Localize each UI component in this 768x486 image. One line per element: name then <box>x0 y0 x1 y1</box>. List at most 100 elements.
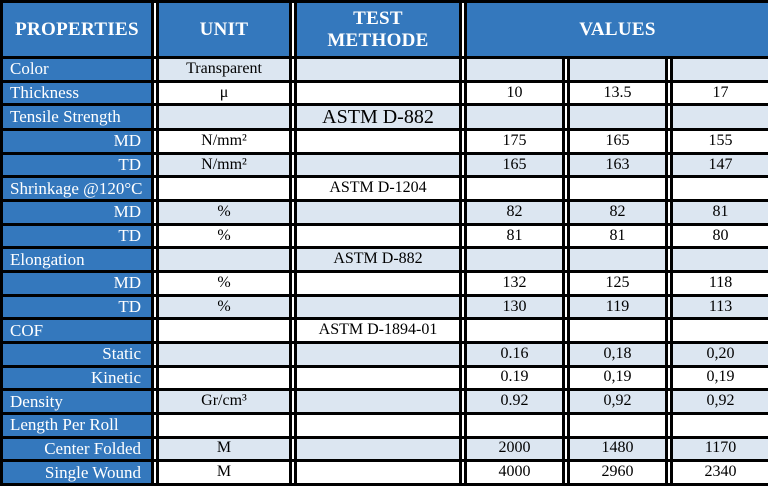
property-cell: MD <box>0 269 154 297</box>
value-cell: 119 <box>567 293 668 321</box>
value-cell: 4000 <box>464 459 565 486</box>
unit-cell: % <box>156 198 292 226</box>
unit-cell <box>156 246 292 273</box>
test-method-cell <box>294 364 462 392</box>
column-gap <box>151 198 159 226</box>
column-gap <box>459 175 467 202</box>
table-row-elongation: Elongation ASTM D-882 <box>0 246 768 273</box>
test-method-cell: ASTM D-882 <box>294 246 462 273</box>
unit-cell: N/mm² <box>156 151 292 179</box>
value-cell: 163 <box>567 151 668 179</box>
column-gap <box>289 411 297 439</box>
column-gap <box>289 128 297 155</box>
unit-cell: Gr/cm³ <box>156 388 292 415</box>
unit-cell <box>156 103 292 131</box>
column-gap <box>562 340 570 368</box>
column-gap <box>665 388 673 415</box>
column-gap <box>665 198 673 226</box>
column-gap <box>289 175 297 202</box>
table-row-shrinkage-td: TD % 81 81 80 <box>0 222 768 250</box>
value-cell: 81 <box>464 222 565 250</box>
column-gap <box>459 103 467 131</box>
value-cell: 81 <box>669 198 768 226</box>
column-gap <box>151 317 159 344</box>
column-gap <box>562 246 570 273</box>
table-row-tensile-md: MD N/mm² 175 165 155 <box>0 128 768 155</box>
property-cell: COF <box>0 317 154 344</box>
column-gap <box>151 175 159 202</box>
column-gap <box>562 198 570 226</box>
test-method-cell <box>294 198 462 226</box>
property-cell: Thickness <box>0 79 154 107</box>
property-cell: TD <box>0 293 154 321</box>
column-gap <box>289 103 297 131</box>
table-row-elongation-md: MD % 132 125 118 <box>0 269 768 297</box>
table-row-tensile-strength: Tensile Strength ASTM D-882 <box>0 103 768 131</box>
value-cell: 2340 <box>669 459 768 486</box>
table-row-center-folded: Center Folded M 2000 1480 1170 <box>0 435 768 463</box>
property-cell: MD <box>0 128 154 155</box>
column-gap <box>665 128 673 155</box>
table-row-cof-kinetic: Kinetic 0.19 0,19 0,19 <box>0 364 768 392</box>
column-gap <box>562 175 570 202</box>
value-cell: 132 <box>464 269 565 297</box>
column-gap <box>665 459 673 486</box>
property-cell: TD <box>0 151 154 179</box>
column-gap <box>151 151 159 179</box>
column-gap <box>665 317 673 344</box>
test-method-cell <box>294 459 462 486</box>
column-gap <box>459 269 467 297</box>
value-cell <box>567 103 668 131</box>
value-cell: 1170 <box>669 435 768 463</box>
column-gap <box>289 222 297 250</box>
column-gap <box>289 459 297 486</box>
unit-cell: % <box>156 222 292 250</box>
table-row-elongation-td: TD % 130 119 113 <box>0 293 768 321</box>
unit-cell <box>156 364 292 392</box>
column-gap <box>562 435 570 463</box>
property-cell: Static <box>0 340 154 368</box>
value-cell: 0.16 <box>464 340 565 368</box>
column-gap <box>151 411 159 439</box>
column-gap <box>459 411 467 439</box>
unit-cell: N/mm² <box>156 128 292 155</box>
value-cell: 155 <box>669 128 768 155</box>
column-gap <box>289 269 297 297</box>
column-gap <box>151 0 159 59</box>
table-row-color: Color Transparent <box>0 56 768 83</box>
value-cell: 125 <box>567 269 668 297</box>
column-gap <box>459 340 467 368</box>
unit-cell: Transparent <box>156 56 292 83</box>
test-method-cell <box>294 340 462 368</box>
property-cell: Density <box>0 388 154 415</box>
column-gap <box>665 293 673 321</box>
value-cell: 0,20 <box>669 340 768 368</box>
value-cell: 0.92 <box>464 388 565 415</box>
column-gap <box>562 128 570 155</box>
column-gap <box>459 246 467 273</box>
column-gap <box>289 388 297 415</box>
column-gap <box>665 222 673 250</box>
table-row-shrinkage-md: MD % 82 82 81 <box>0 198 768 226</box>
column-gap <box>562 103 570 131</box>
value-cell <box>464 317 565 344</box>
column-gap <box>562 269 570 297</box>
test-method-cell <box>294 293 462 321</box>
column-gap <box>459 317 467 344</box>
property-cell: TD <box>0 222 154 250</box>
column-gap <box>289 79 297 107</box>
column-gap <box>289 151 297 179</box>
unit-cell <box>156 317 292 344</box>
column-gap <box>562 79 570 107</box>
table-row-cof: COF ASTM D-1894-01 <box>0 317 768 344</box>
value-cell <box>669 411 768 439</box>
value-cell <box>464 411 565 439</box>
column-gap <box>665 79 673 107</box>
property-cell: MD <box>0 198 154 226</box>
table-row-density: Density Gr/cm³ 0.92 0,92 0,92 <box>0 388 768 415</box>
value-cell: 0,18 <box>567 340 668 368</box>
column-gap <box>151 388 159 415</box>
value-cell: 2960 <box>567 459 668 486</box>
header-test-method: TEST METHODE <box>294 0 462 59</box>
value-cell <box>464 56 565 83</box>
